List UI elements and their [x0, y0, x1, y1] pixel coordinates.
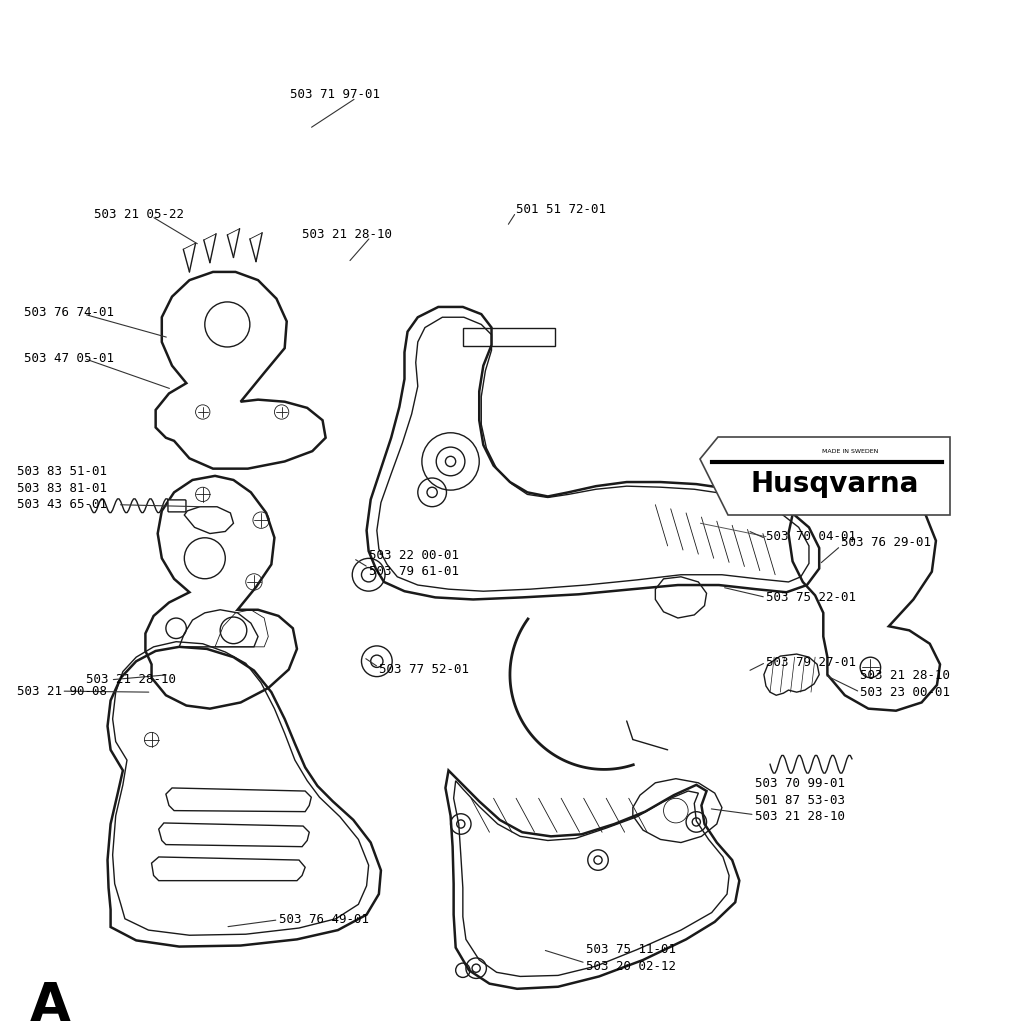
Text: 503 70 99-01: 503 70 99-01	[755, 778, 845, 790]
Text: 503 79 27-01: 503 79 27-01	[766, 656, 856, 668]
Text: 503 23 00-01: 503 23 00-01	[860, 686, 950, 698]
Text: 503 83 81-01: 503 83 81-01	[17, 482, 108, 494]
Polygon shape	[700, 437, 950, 515]
Text: 503 76 29-01: 503 76 29-01	[841, 537, 931, 549]
Text: 503 22 00-01: 503 22 00-01	[369, 549, 459, 561]
FancyBboxPatch shape	[168, 500, 186, 512]
Text: 503 75 11-01: 503 75 11-01	[586, 943, 676, 956]
Text: 503 71 97-01: 503 71 97-01	[290, 89, 380, 101]
Text: 503 21 28-10: 503 21 28-10	[302, 229, 392, 241]
Text: MADE IN SWEDEN: MADE IN SWEDEN	[822, 448, 879, 453]
Text: Husqvarna: Husqvarna	[751, 470, 920, 497]
Text: 503 21 28-10: 503 21 28-10	[86, 674, 176, 686]
Text: 501 51 72-01: 501 51 72-01	[516, 203, 606, 215]
Text: 501 87 53-03: 501 87 53-03	[755, 794, 845, 806]
Text: 503 70 04-01: 503 70 04-01	[766, 530, 856, 543]
Text: 503 76 74-01: 503 76 74-01	[24, 306, 114, 318]
Text: 503 79 61-01: 503 79 61-01	[369, 565, 459, 578]
Text: 503 77 52-01: 503 77 52-01	[379, 663, 469, 676]
Text: 503 21 90-08: 503 21 90-08	[17, 685, 108, 697]
Text: 503 21 28-10: 503 21 28-10	[755, 811, 845, 823]
Text: 503 21 28-10: 503 21 28-10	[860, 670, 950, 682]
Text: 503 47 05-01: 503 47 05-01	[24, 352, 114, 365]
Text: 503 21 05-22: 503 21 05-22	[94, 208, 184, 220]
Text: A: A	[30, 980, 71, 1030]
Text: 503 75 22-01: 503 75 22-01	[766, 591, 856, 604]
Text: 503 20 02-12: 503 20 02-12	[586, 960, 676, 972]
Text: 503 43 65-01: 503 43 65-01	[17, 499, 108, 511]
Text: 503 76 49-01: 503 76 49-01	[279, 914, 369, 926]
Text: 503 83 51-01: 503 83 51-01	[17, 466, 108, 478]
